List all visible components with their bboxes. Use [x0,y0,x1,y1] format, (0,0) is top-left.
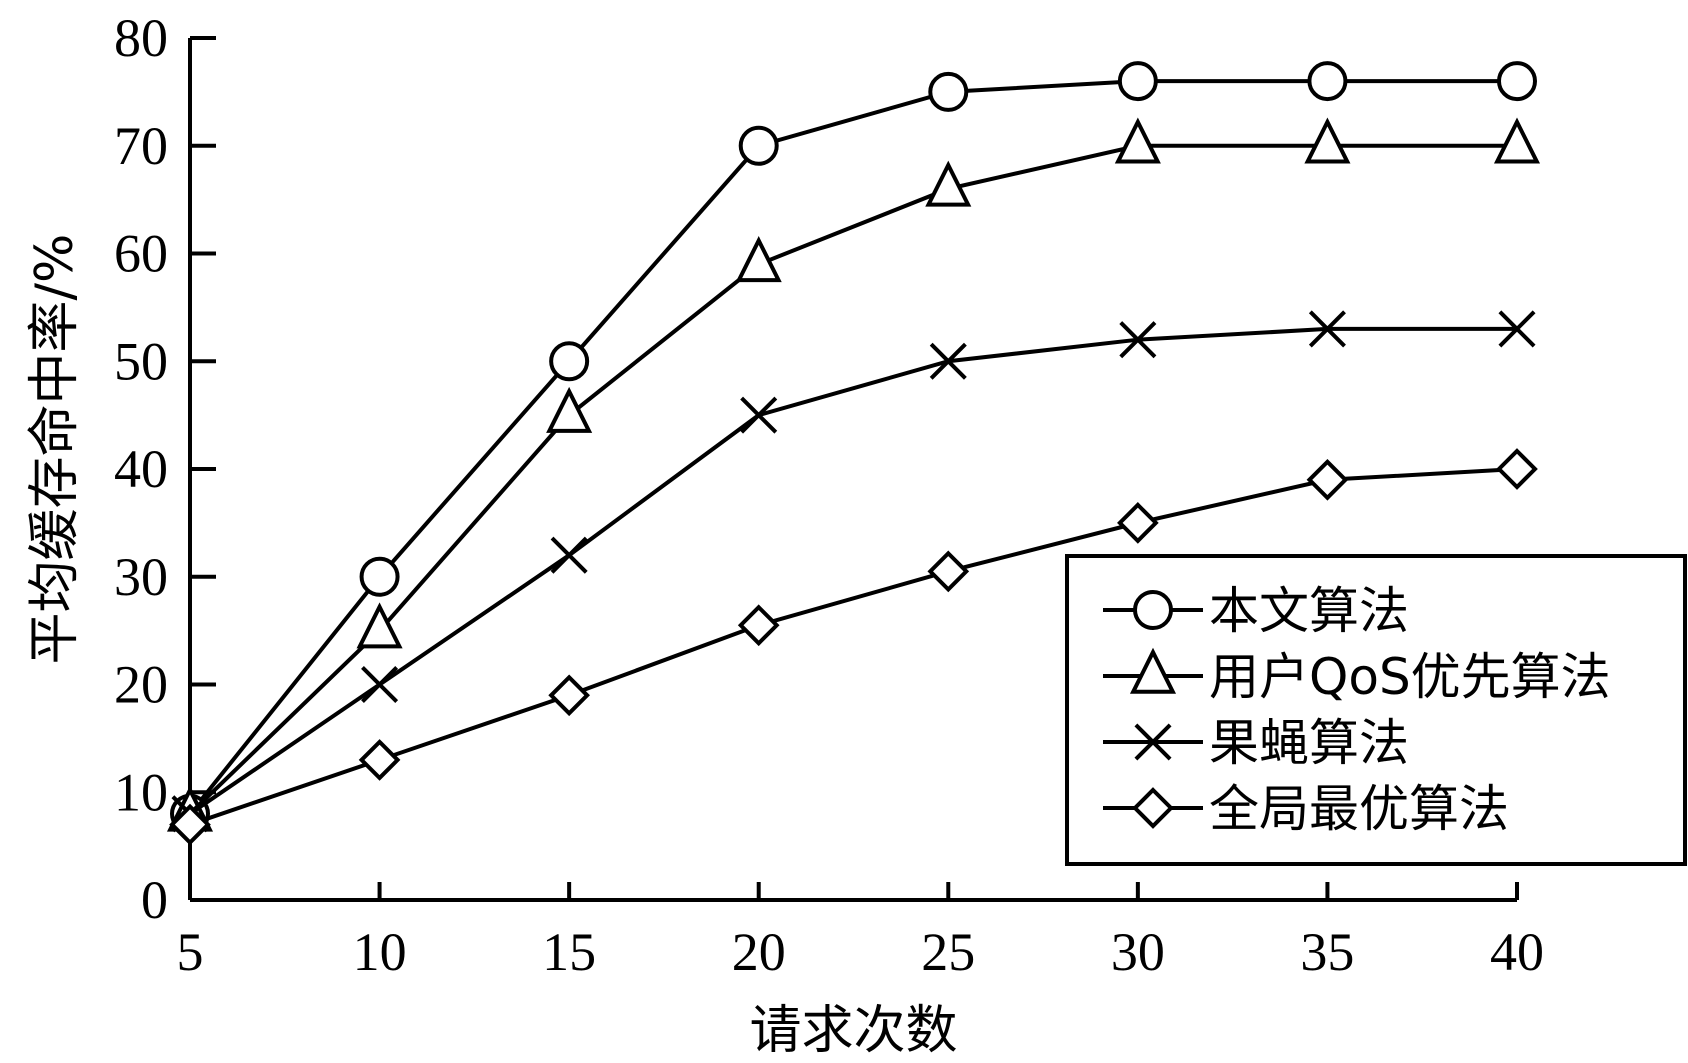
y-axis-title: 平均缓存命中率/% [25,234,85,665]
point-circle [549,341,590,382]
x-tick-label: 30 [1111,922,1165,982]
point-triangle [735,236,782,283]
legend-label: 全局最优算法 [1209,780,1509,838]
legend-item: 果蝇算法 [1103,714,1409,772]
series-group [166,61,1541,846]
point-diamond [927,550,970,593]
point-triangle [1493,117,1541,164]
point-circle [1117,61,1158,102]
point-x [740,396,778,434]
point-diamond [737,604,780,647]
y-tick-label: 0 [141,870,168,930]
series-line [188,326,1517,816]
point-diamond [358,739,401,781]
series-line [188,79,1517,816]
series [171,310,1536,833]
y-tick-label: 80 [114,8,168,68]
y-tick-label: 20 [114,655,168,715]
point-x [1119,321,1157,359]
point-triangle [1129,647,1177,694]
point-circle [1133,590,1173,630]
point-triangle [1304,117,1351,164]
point-x [1134,723,1172,761]
y-tick-label: 50 [114,331,168,391]
point-x [1498,310,1536,348]
legend-item: 本文算法 [1103,582,1409,640]
y-tick-label: 60 [114,224,168,284]
point-diamond [169,803,211,846]
point-x [361,665,399,704]
point-x [929,342,967,380]
y-tick-label: 30 [114,547,168,607]
point-x [550,536,588,574]
legend-label: 果蝇算法 [1209,714,1409,772]
y-tick-label: 70 [114,116,168,176]
point-diamond [1496,448,1538,490]
x-tick-label: 15 [542,922,596,982]
point-triangle [356,602,403,649]
legend-item: 用户QoS优先算法 [1103,647,1611,706]
series-line [188,143,1517,816]
y-axis-ticks: 0 10 20 30 40 50 60 70 80 [114,8,216,930]
y-tick-label: 40 [114,439,168,499]
point-diamond [1132,787,1174,829]
x-tick-label: 40 [1490,922,1544,982]
point-diamond [1306,458,1349,501]
legend-label: 用户QoS优先算法 [1209,648,1611,706]
point-diamond [1117,502,1159,544]
point-circle [1307,61,1348,102]
point-triangle [925,160,972,207]
x-tick-label: 25 [921,922,975,982]
x-tick-label: 20 [732,922,786,982]
series-line [189,467,1518,827]
point-circle [1497,61,1537,102]
x-tick-label: 35 [1300,922,1354,982]
x-tick-label: 5 [177,922,204,982]
point-triangle [1114,117,1161,164]
x-axis-ticks: 5 10 15 20 25 30 35 40 [177,882,1544,982]
y-tick-label: 10 [114,762,168,822]
x-tick-label: 10 [353,922,407,982]
point-circle [738,125,779,166]
point-circle [359,556,400,597]
point-triangle [546,386,593,433]
series [169,448,1538,846]
legend-item: 全局最优算法 [1103,780,1509,838]
legend-label: 本文算法 [1209,582,1409,640]
point-x [1308,310,1346,348]
point-diamond [548,674,590,717]
x-axis-title: 请求次数 [749,1001,957,1061]
point-circle [928,71,969,112]
